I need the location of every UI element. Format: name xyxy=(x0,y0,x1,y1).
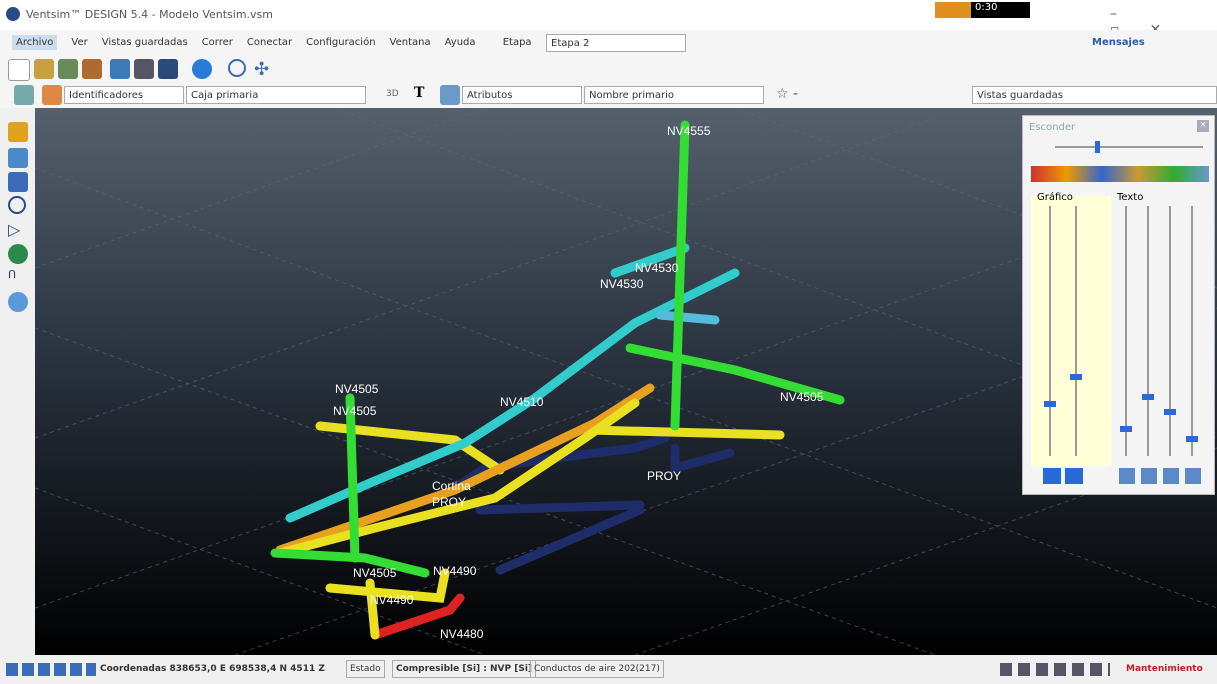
save-icon[interactable] xyxy=(58,59,78,79)
app-icon xyxy=(6,7,20,21)
menu-item[interactable]: Ver xyxy=(71,37,88,48)
ducts: Conductos de aire 202(217) xyxy=(530,660,664,678)
level-label: NV4555 xyxy=(667,124,711,138)
tool-icon[interactable]: ▷ xyxy=(8,220,21,239)
opacity-slider[interactable] xyxy=(1055,141,1203,153)
title-bar: Ventsim™ DESIGN 5.4 - Modelo Ventsim.vsm… xyxy=(0,0,1217,38)
tool-icon[interactable]: ᑎ xyxy=(8,268,17,281)
zoom-icon[interactable] xyxy=(228,59,246,77)
find-icon[interactable] xyxy=(134,59,154,79)
level-label: PROY xyxy=(647,469,681,483)
menu-item[interactable]: Ayuda xyxy=(444,37,476,48)
level-label: NV4480 xyxy=(440,627,484,641)
state-label: Estado xyxy=(346,660,385,678)
graphics-group xyxy=(1031,196,1111,466)
compressible: Compresible [Si] : NVP [Si] xyxy=(392,660,537,678)
text-buttons[interactable] xyxy=(1119,468,1203,484)
text-label: Texto xyxy=(1117,192,1144,203)
mode-3d[interactable]: 3D xyxy=(386,89,399,99)
level-label: NV4490 xyxy=(370,593,414,607)
saved-views-select[interactable]: Vistas guardadas xyxy=(972,86,1217,104)
color-icon[interactable] xyxy=(42,85,62,105)
favorite-icon[interactable]: ☆ - xyxy=(776,86,799,102)
open-icon[interactable] xyxy=(34,59,54,79)
text-tool[interactable]: T xyxy=(414,85,425,101)
new-icon[interactable] xyxy=(8,59,30,81)
coordinates: Coordenadas 838653,0 E 698538,4 N 4511 Z xyxy=(100,664,325,674)
slider[interactable] xyxy=(1164,206,1176,456)
slider[interactable] xyxy=(1186,206,1198,456)
nav-buttons[interactable] xyxy=(6,663,96,676)
viewport-background xyxy=(35,108,1217,655)
layer-icon[interactable] xyxy=(110,59,130,79)
tool-icon[interactable] xyxy=(8,244,28,264)
stage-select[interactable]: Etapa 2 xyxy=(546,34,686,52)
tool-icon[interactable] xyxy=(8,292,28,312)
slider[interactable] xyxy=(1044,206,1056,456)
hide-panel: Esconder × Gráfico Texto xyxy=(1022,115,1215,495)
menu-item[interactable]: Archivo xyxy=(12,35,58,50)
toolbar-main: ✣ xyxy=(0,55,1217,83)
panel-title: Esconder xyxy=(1029,122,1076,133)
timer: 0:30 xyxy=(935,2,1030,18)
menu-item[interactable]: Correr xyxy=(201,37,233,48)
viewport-3d[interactable]: NV4555 NV4530 NV4530 NV4505 NV4505 NV451… xyxy=(35,108,1217,655)
level-label: NV4530 xyxy=(600,277,644,291)
identifiers-select[interactable]: Identificadores xyxy=(64,86,184,104)
level-label: NV4490 xyxy=(433,564,477,578)
paste-icon[interactable] xyxy=(82,59,102,79)
slider[interactable] xyxy=(1070,206,1082,456)
tool-icon[interactable] xyxy=(8,172,28,192)
graphics-buttons[interactable] xyxy=(1043,468,1083,484)
menu-item[interactable]: Ventana xyxy=(389,37,431,48)
tool-icon[interactable] xyxy=(8,196,26,214)
status-bar: Coordenadas 838653,0 E 698538,4 N 4511 Z… xyxy=(0,655,1217,684)
airways xyxy=(270,120,845,640)
menu-bar: Archivo Ver Vistas guardadas Correr Conectar… xyxy=(0,30,1217,55)
level-label: NV4510 xyxy=(500,395,544,409)
tool-icon[interactable] xyxy=(8,122,28,142)
graphics-label: Gráfico xyxy=(1037,192,1073,203)
attr-icon[interactable] xyxy=(440,85,460,105)
attributes-select[interactable]: Atributos xyxy=(462,86,582,104)
level-label: NV4505 xyxy=(780,390,824,404)
maintenance[interactable]: Mantenimiento xyxy=(1126,664,1203,674)
window-title: Ventsim™ DESIGN 5.4 - Modelo Ventsim.vsm xyxy=(26,8,274,21)
name-select[interactable]: Nombre primario xyxy=(584,86,764,104)
slider[interactable] xyxy=(1142,206,1154,456)
rotate-icon[interactable] xyxy=(192,59,212,79)
grid-icon[interactable] xyxy=(158,59,178,79)
timer-text: 0:30 xyxy=(975,2,998,13)
status-icons[interactable] xyxy=(1000,663,1110,676)
messages-button[interactable]: Mensajes xyxy=(1092,37,1145,48)
level-label: PROY xyxy=(432,495,466,509)
pan-icon[interactable]: ✣ xyxy=(254,59,270,80)
stage-label: Etapa xyxy=(502,37,532,48)
panel-icons[interactable] xyxy=(1031,166,1209,182)
panel-close[interactable]: × xyxy=(1197,120,1209,132)
level-label: Cortina xyxy=(432,479,471,493)
toolbar-view: Identificadores Caja primaria 3D T Atrib… xyxy=(0,83,1217,109)
tool-icon[interactable] xyxy=(8,148,28,168)
menu-item[interactable]: Conectar xyxy=(246,37,293,48)
view-icon[interactable] xyxy=(14,85,34,105)
side-toolbar: ▷ ᑎ xyxy=(0,108,35,655)
menu-item[interactable]: Vistas guardadas xyxy=(101,37,188,48)
box-select[interactable]: Caja primaria xyxy=(186,86,366,104)
slider[interactable] xyxy=(1120,206,1132,456)
level-label: NV4505 xyxy=(353,566,397,580)
level-label: NV4530 xyxy=(635,261,679,275)
level-label: NV4505 xyxy=(335,382,379,396)
menu-item[interactable]: Configuración xyxy=(306,37,376,48)
level-label: NV4505 xyxy=(333,404,377,418)
